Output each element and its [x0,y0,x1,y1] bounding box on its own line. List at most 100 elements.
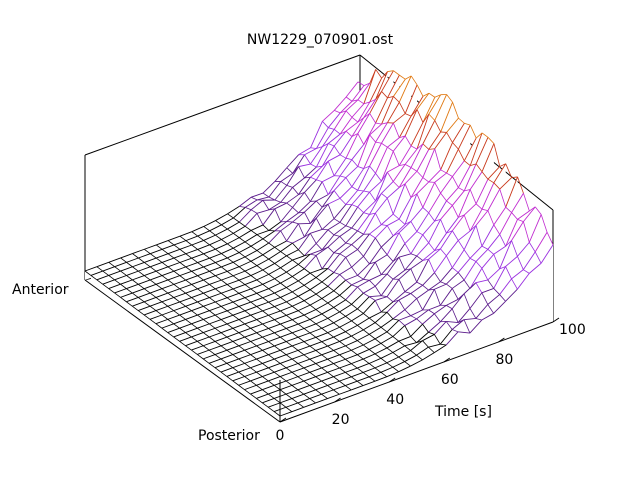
surface-mesh-line [334,110,341,114]
surface-mesh-line [475,282,483,293]
surface-mesh-line [404,325,412,337]
surface-profile-segment [209,266,222,272]
surface-mesh-line [387,70,394,72]
surface-profile-segment [439,308,453,323]
surface-profile-segment [416,114,430,150]
surface-mesh-line [268,354,275,360]
surface-mesh-line [321,354,328,360]
surface-profile-segment [493,266,506,289]
surface-mesh-line [475,318,482,321]
surface-profile-segment [469,268,483,289]
surface-mesh-line [138,283,145,289]
surface-profile-segment [161,297,174,303]
surface-profile-segment [232,362,245,369]
surface-mesh-line [309,319,317,325]
surface-profile-segment [156,253,169,259]
surface-mesh-line [345,110,353,118]
surface-mesh-line [143,301,151,307]
surface-profile-segment [463,318,476,321]
surface-profile-segment [339,266,352,275]
surface-mesh-line [392,366,399,373]
surface-profile-segment [398,75,412,103]
surface-mesh-line [475,203,483,210]
surface-profile-segment [422,148,436,178]
surface-mesh-line [357,230,364,235]
surface-profile-segment [381,122,394,144]
surface-profile-segment [132,275,145,281]
surface-profile-segment [440,102,453,133]
surface-mesh-line [262,389,269,395]
surface-profile-segment [280,319,293,325]
surface-profile-segment [256,301,269,307]
surface-profile-segment [209,332,222,338]
surface-profile-segment [321,363,334,369]
surface-profile-segment [315,398,328,404]
surface-profile-segment [244,384,257,391]
surface-profile-segment [256,354,269,360]
surface-profile-segment [511,221,524,241]
surface-profile-segment [309,380,322,386]
surface-profile-segment [410,234,424,255]
surface-mesh-line [387,171,394,182]
surface-profile-segment [268,201,282,211]
surface-mesh-line [428,92,436,98]
surface-profile-segment [232,376,245,382]
surface-mesh-line [404,291,411,294]
surface-profile-segment [321,350,334,356]
surface-mesh-line [345,316,352,322]
surface-profile-segment [523,206,536,222]
surface-mesh-line [126,301,133,307]
surface-mesh-line [203,306,210,312]
surface-mesh-line [232,314,240,320]
surface-mesh-line [333,290,340,296]
surface-mesh-line [381,273,388,276]
surface-mesh-line [310,147,317,149]
surface-profile-segment [428,131,442,150]
surface-profile-segment [309,367,322,373]
surface-mesh-line [446,132,453,143]
surface-mesh-line [304,154,311,165]
surface-profile-segment [357,82,371,101]
surface-profile-segment [487,268,500,281]
surface-profile-segment [303,376,316,382]
surface-profile-segment [238,354,251,360]
surface-profile-segment [268,376,281,382]
surface-mesh-line [274,345,281,351]
surface-mesh-line [167,319,174,325]
surface-profile-segment [303,255,317,270]
surface-profile-segment [398,336,411,342]
surface-mesh-line [227,213,234,219]
surface-profile-segment [469,292,483,309]
surface-mesh-line [256,332,263,338]
surface-mesh-line [309,233,317,244]
surface-profile-segment [262,398,275,404]
surface-profile-segment [422,182,436,208]
surface-profile-segment [528,262,542,274]
surface-profile-segment [226,332,239,338]
surface-profile-segment [387,218,400,226]
surface-mesh-line [422,284,429,291]
surface-profile-segment [227,221,240,230]
surface-mesh-line [298,264,305,270]
surface-profile-segment [392,291,406,303]
surface-profile-segment [297,398,310,404]
surface-mesh-line [250,341,257,347]
surface-mesh-line [256,213,264,226]
surface-mesh-line [191,336,198,342]
surface-mesh-line [386,273,394,280]
surface-profile-segment [511,193,524,213]
surface-profile-segment [369,246,382,265]
surface-profile-segment [440,267,453,283]
surface-profile-segment [250,283,263,290]
surface-profile-segment [286,223,299,242]
surface-profile-segment [215,284,228,290]
surface-profile-segment [310,121,323,148]
surface-profile-segment [327,236,341,248]
surface-mesh-line [292,291,299,297]
surface-profile-segment [505,219,518,247]
surface-mesh-line [339,311,346,317]
surface-profile-segment [445,331,459,346]
surface-mesh-line [416,109,424,123]
surface-mesh-line [375,141,382,144]
surface-mesh-line [191,323,198,329]
